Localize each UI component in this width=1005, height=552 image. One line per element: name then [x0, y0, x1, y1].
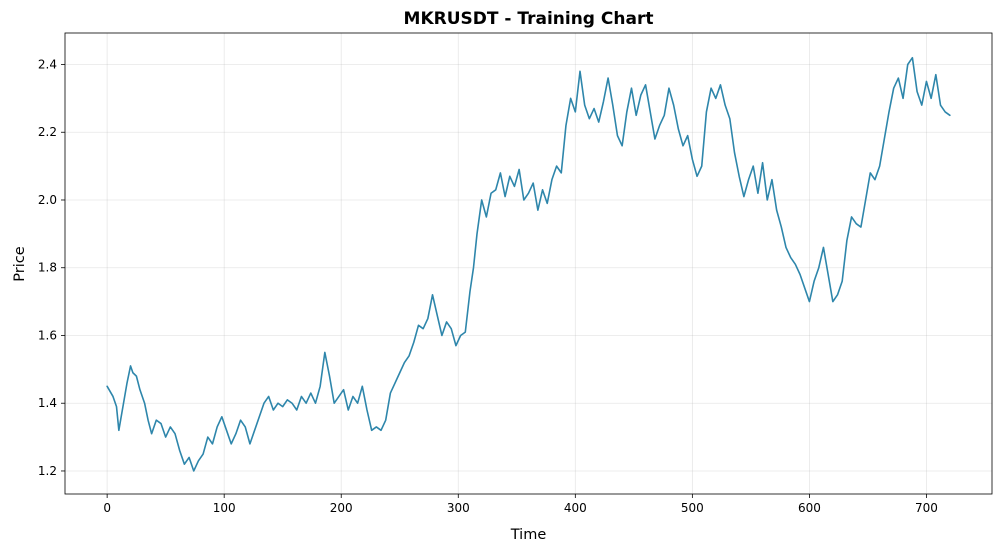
y-tick-label: 2.0: [38, 193, 57, 207]
y-tick-label: 1.8: [38, 261, 57, 275]
x-tick-label: 100: [213, 501, 236, 515]
y-tick-label: 2.4: [38, 58, 57, 72]
axis-ticks: 0 100 200 300 400 500 600 700 1.2 1.4 1.6 1.8 2.0 2.2…: [38, 58, 938, 515]
x-tick-label: 400: [564, 501, 587, 515]
y-tick-label: 1.6: [38, 328, 57, 342]
y-tick-label: 1.2: [38, 464, 57, 478]
x-axis-label: Time: [510, 527, 547, 543]
plot-area-frame: [64, 32, 993, 495]
x-tick-label: 600: [798, 501, 821, 515]
x-tick-label: 300: [447, 501, 470, 515]
x-tick-label: 0: [103, 501, 111, 515]
y-tick-label: 1.4: [38, 396, 57, 410]
x-tick-label: 700: [915, 501, 938, 515]
x-tick-label: 500: [681, 501, 704, 515]
y-tick-label: 2.2: [38, 125, 57, 139]
chart-title: MKRUSDT - Training Chart: [404, 9, 654, 29]
price-series-line: [106, 56, 951, 472]
y-axis-label: Price: [12, 246, 28, 281]
x-tick-label: 200: [330, 501, 353, 515]
grid-lines: [65, 33, 992, 494]
